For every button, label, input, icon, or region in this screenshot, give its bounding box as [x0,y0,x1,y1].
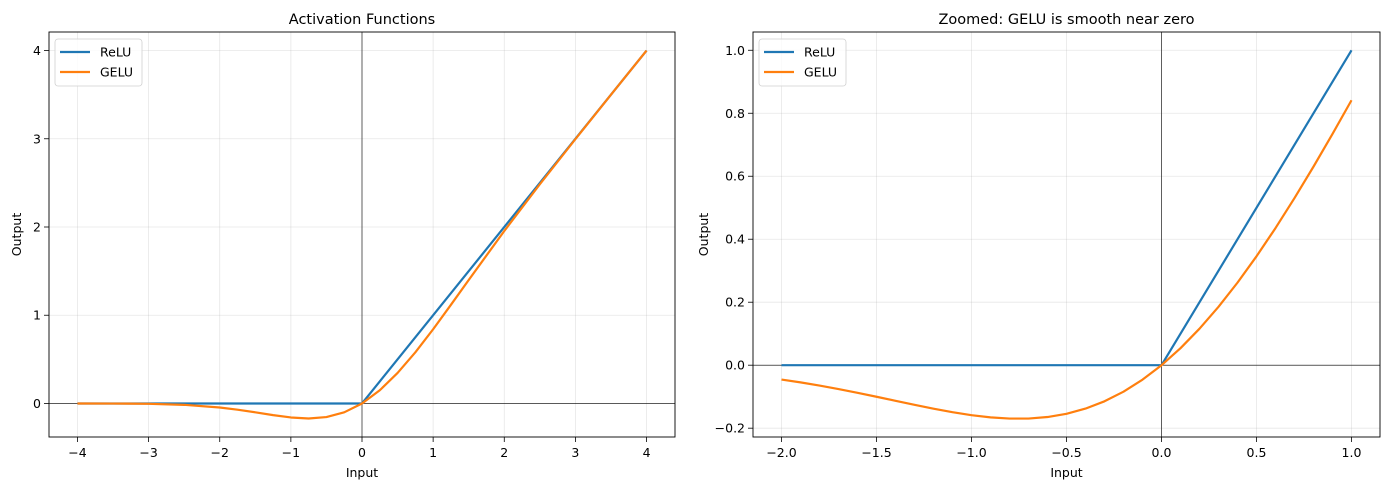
y-tick-label: 0.6 [725,169,745,184]
y-tick-label: 2 [33,220,41,235]
y-axis-label: Output [9,213,24,257]
y-tick-label: 1 [33,308,41,323]
x-tick-label: 0.0 [1152,445,1172,460]
legend-box [54,38,143,87]
x-tick-label: 0.5 [1247,445,1267,460]
axes-frame [48,31,676,438]
legend: ReLU GELU [758,38,847,87]
y-tick-label: 3 [33,131,41,146]
series-line-gelu [781,99,1353,420]
x-axis-label: Input [1050,465,1082,480]
y-tick-label: 0.4 [725,232,745,247]
x-tick-label: −0.5 [1051,445,1081,460]
y-tick-label: 0.0 [725,358,745,373]
x-tick-label: −3 [139,445,157,460]
legend-label-relu: ReLU [100,45,131,60]
y-tick-label: 1.0 [725,43,745,58]
legend-label-gelu: GELU [100,65,133,80]
x-tick-label: 2 [500,445,508,460]
chart-title: Activation Functions [289,12,435,28]
legend-label-relu: ReLU [804,45,835,60]
y-tick-label: 0.2 [725,295,745,310]
y-tick-label: −0.2 [715,421,745,436]
series-line-gelu [77,49,648,420]
y-tick-label: 0.8 [725,106,745,121]
x-axis-label: Input [346,465,378,480]
y-tick-label: 0 [33,396,41,411]
axes-frame [752,31,1381,438]
subplot-1: −4 −3 −2 −1 0 1 2 3 4 0 1 2 3 4 Activation Functions In… [9,12,676,480]
x-tick-label: 0 [358,445,366,460]
x-tick-label: 1 [429,445,437,460]
x-tick-label: 3 [571,445,579,460]
legend-label-gelu: GELU [804,65,837,80]
x-tick-label: 4 [643,445,651,460]
legend-box [758,38,847,87]
x-tick-label: −1.0 [956,445,986,460]
x-tick-label: −4 [68,445,86,460]
chart-title: Zoomed: GELU is smooth near zero [938,12,1194,28]
x-tick-label: −1.5 [861,445,891,460]
subplot-2: −2.0 −1.5 −1.0 −0.5 0.0 0.5 1.0 −0.2 0.0 0.2 0.4 0.… [696,12,1381,480]
x-tick-label: −1 [282,445,300,460]
legend: ReLU GELU [54,38,143,87]
x-tick-label: −2 [211,445,229,460]
y-axis-label: Output [696,213,711,257]
x-tick-label: 1.0 [1342,445,1362,460]
x-tick-label: −2.0 [766,445,796,460]
y-tick-label: 4 [33,43,41,58]
